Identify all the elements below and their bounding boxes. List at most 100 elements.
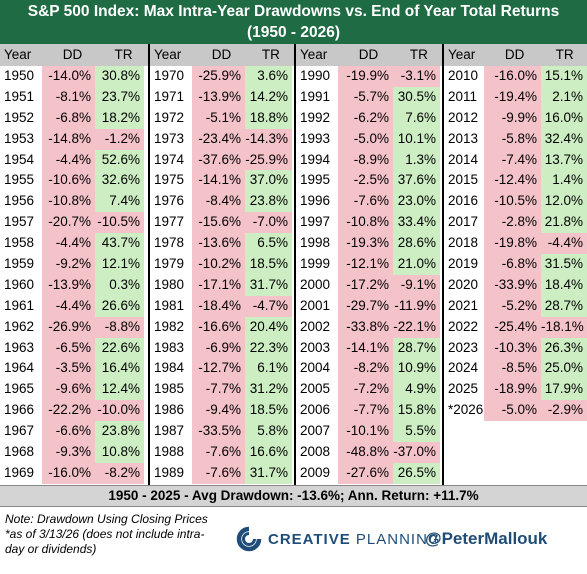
tr-cell: -9.1% xyxy=(393,274,440,296)
header-dd: DD xyxy=(62,47,83,62)
table-row: 2004 -8.2% 10.9% xyxy=(296,358,442,380)
brand: CREATIVE PLANNING xyxy=(236,526,441,552)
table-column: Year DD TR 1950 -14.0% 30.8% 1951 -8.1% 23.7% 195… xyxy=(0,44,148,485)
table-row: 2001 -29.7% -11.9% xyxy=(296,295,442,317)
dd-cell: -7.6% xyxy=(338,191,393,213)
dd-cell: -9.2% xyxy=(42,254,95,275)
year-cell: 2002 xyxy=(300,318,331,334)
table-row: 1991 -5.7% 30.5% xyxy=(296,86,442,108)
dd-cell: -16.6% xyxy=(192,316,245,338)
dd-cell: -4.4% xyxy=(42,233,95,255)
year-cell: 1993 xyxy=(300,130,331,146)
year-cell: 1962 xyxy=(4,318,35,334)
dd-cell: -4.4% xyxy=(42,295,95,317)
year-cell: 1950 xyxy=(4,68,35,83)
year-cell: 2021 xyxy=(448,297,479,313)
tr-cell: 21.0% xyxy=(393,254,440,275)
dd-cell: -19.4% xyxy=(484,86,541,108)
table-row: 1958 -4.4% 43.7% xyxy=(0,233,148,255)
table-row: 2020 -33.9% 18.4% xyxy=(444,274,587,296)
tr-cell: 5.5% xyxy=(393,421,440,443)
year-cell: 1973 xyxy=(154,130,185,146)
tr-cell: 12.1% xyxy=(95,254,144,275)
tr-cell: 15.1% xyxy=(541,66,587,87)
dd-cell: -33.5% xyxy=(192,421,245,443)
year-cell: 1956 xyxy=(4,193,35,209)
table-row: 1982 -16.6% 20.4% xyxy=(150,316,294,338)
year-cell: 2007 xyxy=(300,423,331,439)
header-year: Year xyxy=(448,47,476,62)
dd-cell: -27.6% xyxy=(338,462,393,484)
tr-cell: -14.3% xyxy=(245,128,292,150)
year-cell: 1975 xyxy=(154,172,185,188)
header-tr: TR xyxy=(555,47,574,62)
dd-cell: -33.8% xyxy=(338,316,393,338)
year-cell: 1980 xyxy=(154,276,185,292)
tr-cell: 30.5% xyxy=(393,86,440,108)
tr-cell: 31.7% xyxy=(245,462,292,484)
tr-cell: -2.9% xyxy=(541,400,587,422)
tr-cell: 10.8% xyxy=(95,442,144,463)
year-cell: 1990 xyxy=(300,68,331,83)
dd-cell: -14.1% xyxy=(338,337,393,359)
year-cell: 2022 xyxy=(448,318,479,334)
year-cell: 1988 xyxy=(154,444,185,460)
year-cell: 1971 xyxy=(154,88,185,104)
year-cell: 1987 xyxy=(154,423,185,439)
brand-word-2: PLANNING xyxy=(355,530,441,548)
tr-cell: 7.6% xyxy=(393,107,440,129)
dd-cell: -10.2% xyxy=(192,254,245,275)
year-cell: 2016 xyxy=(448,193,479,209)
tr-cell: 12.0% xyxy=(541,191,587,213)
table-row: 1978 -13.6% 6.5% xyxy=(150,233,294,255)
year-cell: 1996 xyxy=(300,193,331,209)
year-cell: 2008 xyxy=(300,444,331,460)
dd-cell: -23.4% xyxy=(192,128,245,150)
dd-cell: -17.2% xyxy=(338,274,393,296)
dd-cell: -5.8% xyxy=(484,128,541,150)
column-header: Year DD TR xyxy=(296,44,442,66)
tr-cell: 28.7% xyxy=(393,337,440,359)
year-cell: 2015 xyxy=(448,172,479,188)
brand-name: CREATIVE PLANNING xyxy=(268,531,441,548)
dd-cell: -10.5% xyxy=(484,191,541,213)
tr-cell: 52.6% xyxy=(95,149,144,171)
year-cell: 2013 xyxy=(448,130,479,146)
dd-cell: -33.9% xyxy=(484,274,541,296)
tr-cell: 17.9% xyxy=(541,379,587,401)
table-row: 1987 -33.5% 5.8% xyxy=(150,421,294,443)
tr-cell: 31.2% xyxy=(245,379,292,401)
title-line-2: (1950 - 2026) xyxy=(246,24,341,41)
dd-cell: -8.1% xyxy=(42,86,95,108)
dd-cell: -19.8% xyxy=(484,233,541,255)
dd-cell: -6.5% xyxy=(42,337,95,359)
table-row: 1953 -14.8% -1.2% xyxy=(0,128,148,150)
tr-cell: 37.0% xyxy=(245,170,292,192)
table-row: 2007 -10.1% 5.5% xyxy=(296,421,442,443)
tr-cell: 23.8% xyxy=(95,421,144,443)
tr-cell: 22.3% xyxy=(245,337,292,359)
table-row: 1988 -7.6% 16.6% xyxy=(150,442,294,463)
table-row: 2010 -16.0% 15.1% xyxy=(444,66,587,87)
table-row: 1993 -5.0% 10.1% xyxy=(296,128,442,150)
title-line-1: S&P 500 Index: Max Intra-Year Drawdowns … xyxy=(27,3,560,20)
table-row: 1998 -19.3% 28.6% xyxy=(296,233,442,255)
dd-cell: -14.8% xyxy=(42,128,95,150)
table-row: 1951 -8.1% 23.7% xyxy=(0,86,148,108)
year-cell: 2001 xyxy=(300,297,331,313)
tr-cell: 43.7% xyxy=(95,233,144,255)
dd-cell: -14.1% xyxy=(192,170,245,192)
dd-cell: -7.7% xyxy=(338,400,393,422)
year-cell: 1954 xyxy=(4,151,35,167)
year-cell: 2025 xyxy=(448,381,479,397)
year-cell: 1965 xyxy=(4,381,35,397)
year-cell: 2011 xyxy=(448,88,478,104)
table-row: 1967 -6.6% 23.8% xyxy=(0,421,148,443)
year-cell: 1961 xyxy=(4,297,35,313)
table-row: 2024 -8.5% 25.0% xyxy=(444,358,587,380)
tr-cell: -10.0% xyxy=(95,400,144,422)
tr-cell: -37.0% xyxy=(393,442,440,463)
dd-cell: -7.7% xyxy=(192,379,245,401)
tr-cell: 25.0% xyxy=(541,358,587,380)
year-cell: 1966 xyxy=(4,402,35,418)
